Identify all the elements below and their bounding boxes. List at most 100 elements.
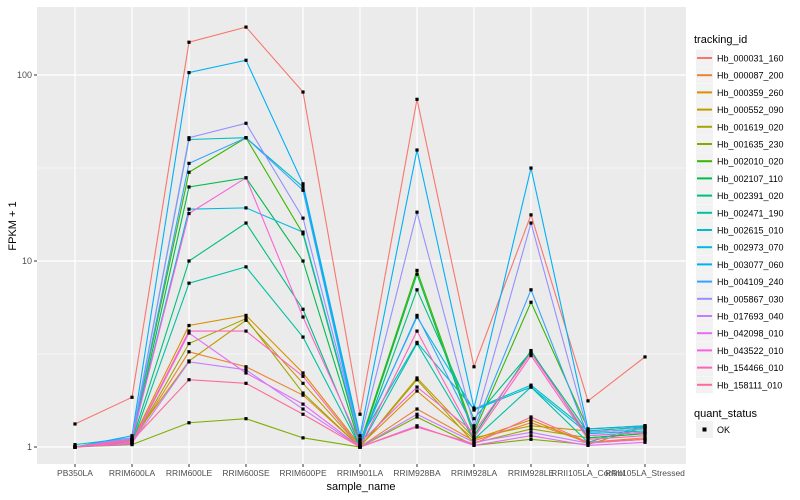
data-point <box>187 161 191 165</box>
y-axis-title: FPKM + 1 <box>7 201 19 250</box>
data-point <box>244 365 248 369</box>
data-point <box>358 434 362 438</box>
legend-item-label: Hb_005867_030 <box>717 294 784 304</box>
data-point <box>187 40 191 44</box>
legend-item-label: Hb_002973_070 <box>717 243 784 253</box>
data-point <box>301 216 305 220</box>
data-point <box>244 176 248 180</box>
data-point <box>187 350 191 354</box>
x-tick-label: RRIM901LA <box>337 468 384 478</box>
data-point <box>415 97 419 101</box>
data-point <box>529 418 533 422</box>
data-point <box>472 406 476 410</box>
data-point <box>529 424 533 428</box>
data-point <box>529 288 533 292</box>
data-point <box>301 402 305 406</box>
data-point <box>358 441 362 445</box>
legend-item-label: Hb_002010_020 <box>717 157 784 167</box>
data-point <box>301 230 305 234</box>
data-point <box>187 341 191 346</box>
data-point <box>529 430 533 434</box>
data-point <box>472 365 476 369</box>
data-point <box>301 371 305 375</box>
data-point <box>529 427 533 431</box>
legend-item-label: Hb_000031_160 <box>717 54 784 64</box>
data-point <box>244 329 248 333</box>
data-point <box>472 408 476 412</box>
data-point <box>643 440 647 444</box>
x-tick-label: RRIM928LE <box>508 468 555 478</box>
data-point <box>187 378 191 382</box>
data-point <box>415 272 419 276</box>
legend-item-label: Hb_001635_230 <box>717 140 784 150</box>
data-point <box>301 188 305 192</box>
data-point <box>586 427 590 431</box>
data-point <box>244 318 248 322</box>
legend-item-label: Hb_004109_240 <box>717 277 784 287</box>
data-point <box>301 381 305 385</box>
data-point <box>187 170 191 174</box>
data-point <box>643 355 647 359</box>
data-point <box>73 445 77 449</box>
data-point <box>529 421 533 425</box>
data-point <box>643 427 647 431</box>
data-point <box>301 412 305 416</box>
data-point <box>415 288 419 292</box>
data-point <box>301 436 305 440</box>
data-point <box>301 407 305 411</box>
data-point <box>529 434 533 438</box>
data-point <box>415 415 419 419</box>
data-point <box>529 213 533 217</box>
data-point <box>187 329 191 333</box>
data-point <box>301 232 305 236</box>
data-point <box>586 430 590 434</box>
data-point <box>415 407 419 411</box>
legend-item-label: Hb_003077_060 <box>717 260 784 270</box>
data-point <box>529 383 533 387</box>
data-point <box>73 443 77 447</box>
x-tick-label: RRIM928LA <box>451 468 498 478</box>
data-point <box>301 307 305 311</box>
legend-quant-status-label: OK <box>717 425 730 435</box>
legend-item-label: Hb_000087_200 <box>717 71 784 81</box>
data-point <box>301 335 305 339</box>
data-point <box>187 421 191 425</box>
x-tick-label: RRII105LA_Stressed <box>605 468 685 478</box>
data-point <box>301 185 305 189</box>
data-point <box>187 281 191 285</box>
legend-item-label: Hb_002391_020 <box>717 191 784 201</box>
data-point <box>586 434 590 438</box>
data-point <box>244 121 248 125</box>
y-tick-label: 100 <box>17 70 32 80</box>
legend-tracking-id-title: tracking_id <box>694 34 747 46</box>
x-tick-label: RRIM600SE <box>222 468 270 478</box>
data-point <box>529 166 533 170</box>
data-point <box>415 389 419 393</box>
legend-item-label: Hb_002471_190 <box>717 208 784 218</box>
data-point <box>472 430 476 434</box>
y-tick-label: 1 <box>27 442 32 452</box>
data-point <box>244 206 248 210</box>
legend-item-label: Hb_000359_260 <box>717 88 784 98</box>
data-point <box>187 211 191 216</box>
legend-item-label: Hb_001619_020 <box>717 122 784 132</box>
data-point <box>244 221 248 225</box>
data-point <box>187 360 191 364</box>
data-point <box>301 391 305 395</box>
data-point <box>472 424 476 428</box>
legend-item-label: Hb_002107_110 <box>717 174 783 184</box>
data-point <box>187 136 191 140</box>
data-point <box>529 437 533 441</box>
data-point <box>415 210 419 214</box>
data-point <box>301 182 305 186</box>
data-point <box>187 207 191 211</box>
data-point <box>301 315 305 319</box>
data-point <box>244 381 248 385</box>
data-point <box>130 434 134 438</box>
y-tick-label: 10 <box>22 256 32 266</box>
x-tick-label: RRIM600LE <box>166 468 213 478</box>
data-point <box>301 374 305 378</box>
x-tick-label: PB350LA <box>57 468 93 478</box>
